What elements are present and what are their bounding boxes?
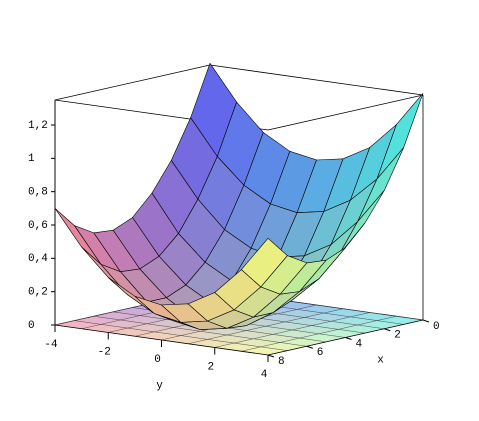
x-tick-label: 6	[317, 347, 324, 359]
y-tick-label: -2	[98, 346, 111, 358]
x-tick	[384, 328, 391, 332]
x-tick-label: 2	[394, 330, 401, 342]
y-tick-label: 2	[207, 361, 214, 373]
surface-cell	[240, 237, 288, 288]
z-tick-label: 0,4	[28, 253, 48, 265]
y-tick-label: 4	[261, 369, 268, 381]
x-tick	[345, 337, 352, 340]
x-axis-label: x	[377, 354, 384, 366]
x-tick	[306, 345, 313, 349]
x-tick	[267, 354, 275, 358]
y-axis-label: y	[156, 380, 163, 392]
y-tick-label: 0	[154, 354, 161, 366]
frame-edge	[267, 94, 424, 131]
x-tick	[422, 319, 430, 323]
x-tick-label: 8	[278, 356, 285, 368]
y-tick-label: -4	[44, 339, 58, 351]
z-tick-label: 1	[28, 153, 35, 165]
z-tick-label: 0	[28, 320, 35, 332]
frame-edge	[54, 64, 211, 101]
z-tick-label: 0,8	[28, 187, 48, 199]
x-tick-label: 4	[356, 338, 363, 350]
x-tick-label: 0	[433, 321, 440, 333]
z-tick-label: 1,2	[28, 120, 48, 132]
frame-edge	[209, 64, 424, 96]
z-tick-label: 0,2	[28, 287, 48, 299]
z-tick-label: 0,6	[28, 220, 48, 232]
